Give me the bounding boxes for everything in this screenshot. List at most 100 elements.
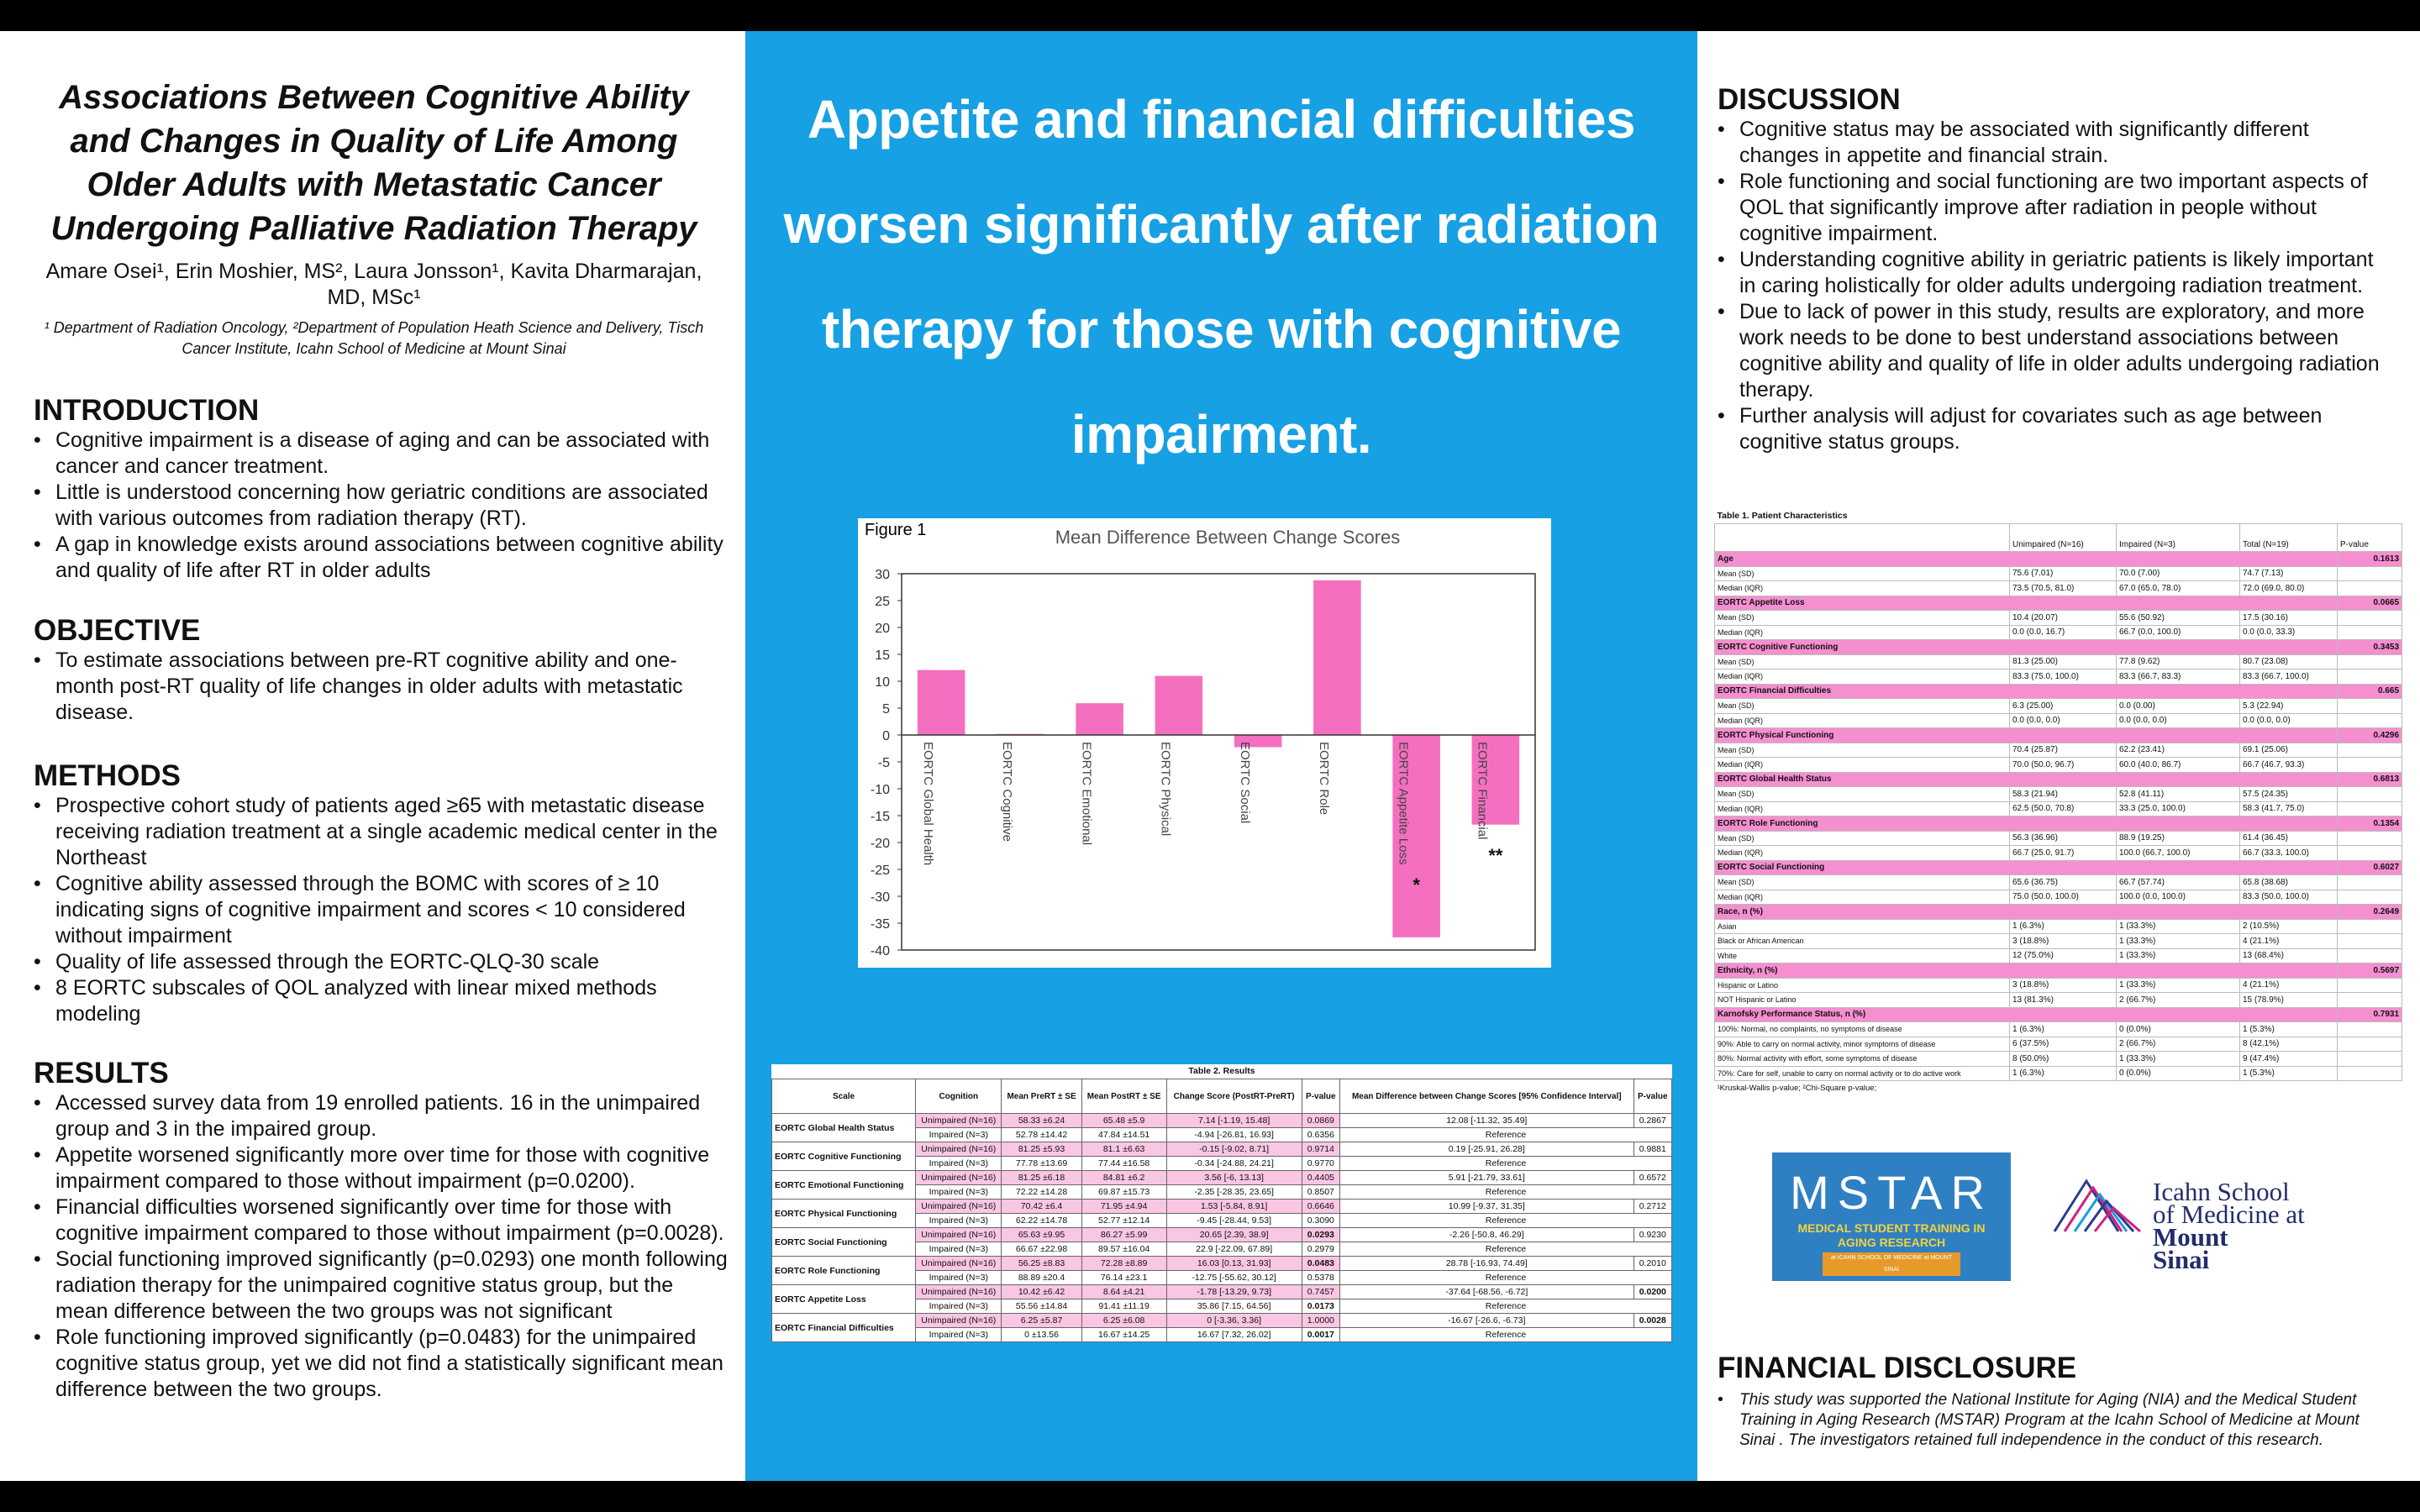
group-p-value: 0.3453 xyxy=(2336,639,2403,655)
results: RESULTS Accessed survey data from 19 enr… xyxy=(34,1057,731,1403)
table-cell xyxy=(2336,948,2403,963)
chart-title: Mean Difference Between Change Scores xyxy=(1055,527,1401,548)
group-row: Karnofsky Performance Status, n (%) 0.793… xyxy=(1714,1006,2403,1022)
table-cell: 58.33 ±6.24 xyxy=(1001,1113,1082,1128)
table-cell: Unimpaired (N=16) xyxy=(915,1313,1002,1328)
table-row: EORTC Appetite Loss Unimpaired (N=16) 10.4… xyxy=(771,1284,1673,1314)
caption-row: Table 1. Patient Characteristics xyxy=(1715,509,2402,524)
table-row: Median (IQR) 66.7 (25.0, 91.7) 100.0 (66.7… xyxy=(1714,845,2403,861)
table-cell: 10.4 (20.07) xyxy=(2009,610,2117,626)
table-cell: 62.22 ±14.78 xyxy=(1001,1213,1082,1228)
column-header: P-value xyxy=(2336,523,2403,552)
column-header: Impaired (N=3) xyxy=(2116,523,2240,552)
table-cell: Impaired (N=3) xyxy=(915,1127,1002,1142)
bar xyxy=(917,669,965,735)
footnote-row: ¹Kruskal-Wallis p-value; ²Chi-Square p-v… xyxy=(1715,1081,2402,1095)
table-cell: 2 (66.7%) xyxy=(2116,992,2240,1008)
column-header: P-value xyxy=(1301,1079,1341,1114)
table-cell: 0.0 (0.0, 0.0) xyxy=(2009,712,2117,728)
y-tick-label: 30 xyxy=(875,568,890,582)
table-cell xyxy=(2336,669,2403,685)
characteristics-table: Table 1. Patient Characteristics Unimpair… xyxy=(1714,509,2403,1095)
logo-text: at ICAHN SCHOOL OF MEDICINE at MOUNT SIN… xyxy=(1823,1252,1960,1276)
y-tick-label: 25 xyxy=(875,595,890,609)
table-cell: -12.75 [-55.62, 30.12] xyxy=(1165,1270,1302,1285)
table-cell: 10.99 [-9.37, 31.35] xyxy=(1339,1199,1634,1214)
table-cell: 90%: Able to carry on normal activity, m… xyxy=(1714,1036,2010,1052)
bar xyxy=(1234,735,1282,748)
table-cell: NOT Hispanic or Latino xyxy=(1714,992,2010,1008)
x-tick-label: EORTC Global Health xyxy=(921,742,935,865)
table-cell: 0 ±13.56 xyxy=(1001,1327,1082,1342)
group-label: EORTC Financial Difficulties xyxy=(1714,683,2338,699)
table-cell: Unimpaired (N=16) xyxy=(915,1170,1002,1185)
bullet-list: Cognitive status may be associated with … xyxy=(1718,117,2381,455)
group-p-value: 0.5697 xyxy=(2336,963,2403,979)
table-cell: 10.42 ±6.42 xyxy=(1001,1284,1082,1299)
bullet: Role functioning improved significantly … xyxy=(34,1325,731,1403)
bullet-list: This study was supported the National In… xyxy=(1718,1390,2398,1451)
group-row: EORTC Global Health Status 0.6813 xyxy=(1714,771,2403,787)
table-cell: 77.44 ±16.58 xyxy=(1081,1156,1167,1171)
table-cell: 88.9 (19.25) xyxy=(2116,830,2240,846)
section-heading: INTRODUCTION xyxy=(34,394,260,427)
column-header: Total (N=19) xyxy=(2239,523,2338,552)
table-cell: 72.22 ±14.28 xyxy=(1001,1184,1082,1200)
objective: OBJECTIVE To estimate associations betwe… xyxy=(34,614,731,726)
authors: Amare Osei¹, Erin Moshier, MS², Laura Jo… xyxy=(45,260,702,309)
bullet: Due to lack of power in this study, resu… xyxy=(1718,299,2381,403)
icahn-logo: Icahn School of Medicine at Mount Sinai xyxy=(2153,1179,2305,1273)
y-tick-label: 20 xyxy=(875,622,890,636)
annotation: * xyxy=(1413,874,1420,895)
x-tick-label: EORTC Social xyxy=(1238,742,1252,823)
bullet-list: Prospective cohort study of patients age… xyxy=(34,793,739,1027)
scale-cell: EORTC Social Functioning xyxy=(771,1227,917,1257)
y-tick-label: -40 xyxy=(871,944,890,958)
table-cell: White xyxy=(1714,948,2010,963)
table-cell: 58.3 (21.94) xyxy=(2009,786,2117,802)
table-cell: 60.0 (40.0, 86.7) xyxy=(2116,757,2240,773)
table-cell: 70.0 (50.0, 96.7) xyxy=(2009,757,2117,773)
group-row: Age 0.1613 xyxy=(1714,551,2403,567)
table-cell: 5.91 [-21.79, 33.61] xyxy=(1339,1170,1634,1185)
table-cell: 12.08 [-11.32, 35.49] xyxy=(1339,1113,1634,1128)
group-row: EORTC Role Functioning 0.1354 xyxy=(1714,816,2403,832)
table: Table 1. Patient Characteristics Unimpair… xyxy=(1714,509,2403,1095)
table-cell: 1.0000 xyxy=(1301,1313,1341,1328)
column-header: Unimpaired (N=16) xyxy=(2009,523,2117,552)
table-cell: Reference xyxy=(1339,1242,1672,1257)
table-row: NOT Hispanic or Latino 13 (81.3%) 2 (66.7%… xyxy=(1714,992,2403,1008)
table-cell: 8 (50.0%) xyxy=(2009,1051,2117,1067)
column-header: Scale xyxy=(771,1079,917,1114)
table-cell: 65.63 ±9.95 xyxy=(1001,1227,1082,1242)
table-cell: 52.78 ±14.42 xyxy=(1001,1127,1082,1142)
table-cell: 28.78 [-16.93, 74.49] xyxy=(1339,1256,1634,1271)
table-cell: 0.19 [-25.91, 26.28] xyxy=(1339,1142,1634,1157)
table-cell: 1 (6.3%) xyxy=(2009,918,2117,934)
group-row: EORTC Financial Difficulties 0.665 xyxy=(1714,683,2403,699)
table-cell: 70%: Care for self, unable to carry on n… xyxy=(1714,1065,2010,1081)
table-cell: 2 (10.5%) xyxy=(2239,918,2338,934)
bar xyxy=(1313,580,1361,735)
table-cell: 55.6 (50.92) xyxy=(2116,610,2240,626)
table-cell: 72.28 ±8.89 xyxy=(1081,1256,1167,1271)
table-cell xyxy=(2336,874,2403,890)
table-row: Median (IQR) 73.5 (70.5, 81.0) 67.0 (65.0,… xyxy=(1714,580,2403,596)
table-cell: Reference xyxy=(1339,1127,1672,1142)
table-cell: Unimpaired (N=16) xyxy=(915,1113,1002,1128)
table-cell: 52.77 ±12.14 xyxy=(1081,1213,1167,1228)
table-cell: 66.67 ±22.98 xyxy=(1001,1242,1082,1257)
table-cell: 0.2010 xyxy=(1633,1256,1673,1271)
table-cell xyxy=(2336,565,2403,581)
table-row: EORTC Global Health Status Unimpaired (N=… xyxy=(771,1113,1673,1142)
scale-cell: EORTC Emotional Functioning xyxy=(771,1170,917,1200)
table-row: Impaired (N=3) 0 ±13.56 16.67 ±14.25 16.67 … xyxy=(772,1327,1672,1342)
group-label: EORTC Appetite Loss xyxy=(1714,595,2338,611)
table-cell: 0.6356 xyxy=(1301,1127,1341,1142)
y-tick-label: -30 xyxy=(871,890,890,905)
bullet: Cognitive ability assessed through the B… xyxy=(34,871,739,949)
logo-text: of Medicine at xyxy=(2153,1200,2305,1229)
table-cell: -37.64 [-68.56, -6.72] xyxy=(1339,1284,1634,1299)
table-cell: Impaired (N=3) xyxy=(915,1299,1002,1314)
table-cell: 1 (5.3%) xyxy=(2239,1065,2338,1081)
